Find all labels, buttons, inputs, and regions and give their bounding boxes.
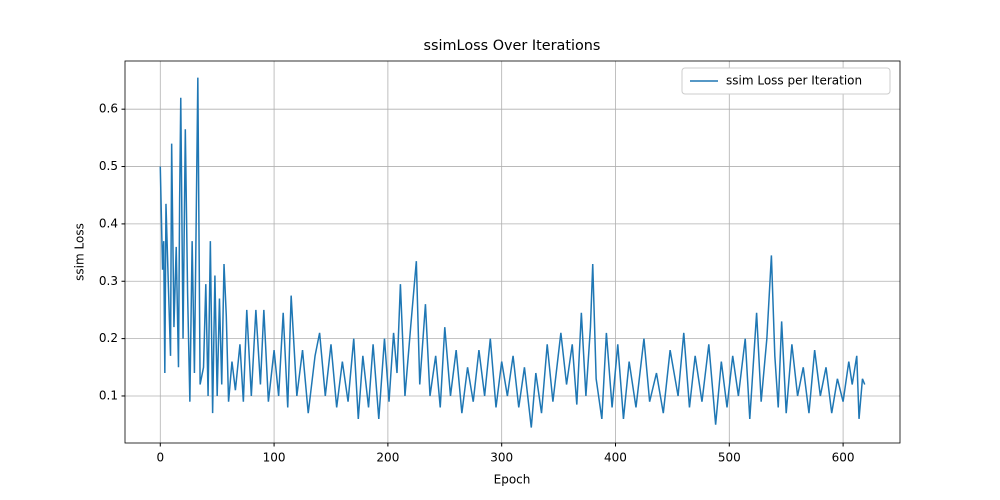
x-tick-label: 100 (263, 451, 286, 465)
x-tick-label: 200 (376, 451, 399, 465)
y-axis-label: ssim Loss (73, 223, 87, 281)
x-tick-label: 0 (156, 451, 164, 465)
x-axis-label: Epoch (494, 473, 531, 487)
line-series (159, 77, 866, 428)
plot-frame (124, 60, 901, 444)
x-tick-label: 400 (604, 451, 627, 465)
legend-box (681, 67, 891, 95)
y-tick-label: 0.5 (99, 159, 118, 173)
chart-title: ssimLoss Over Iterations (424, 38, 601, 54)
legend: ssim Loss per Iteration (681, 67, 891, 95)
legend-label: ssim Loss per Iteration (726, 74, 862, 88)
x-tick-label: 600 (832, 451, 855, 465)
y-tick-label: 0.3 (99, 274, 118, 288)
x-tick-label: 500 (718, 451, 741, 465)
x-tick-label: 300 (490, 451, 513, 465)
y-tick-label: 0.2 (99, 331, 118, 345)
y-tick-label: 0.1 (99, 388, 118, 402)
y-tick-label: 0.6 (99, 102, 118, 116)
y-tick-label: 0.4 (99, 216, 118, 230)
